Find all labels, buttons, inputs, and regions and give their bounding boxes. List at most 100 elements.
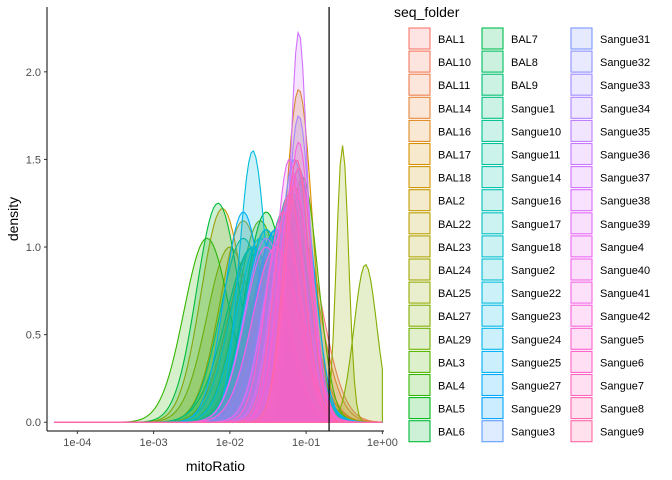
- legend-key-BAL4: [408, 373, 431, 397]
- legend-label: Sangue9: [600, 427, 644, 439]
- legend-label: Sangue34: [600, 103, 650, 115]
- y-tick-label: 2.0: [26, 67, 41, 79]
- legend-key-Sangue27: [481, 373, 504, 397]
- legend-label: BAL29: [438, 334, 471, 346]
- x-tick-label: 1e-01: [292, 437, 320, 449]
- legend-label: Sangue23: [511, 311, 561, 323]
- y-axis-title: density: [5, 197, 21, 241]
- legend-key-BAL24: [408, 258, 431, 281]
- legend-key-BAL5: [408, 397, 431, 420]
- legend-label: BAL23: [438, 242, 471, 254]
- legend-label: BAL14: [438, 103, 471, 115]
- legend-label: Sangue18: [511, 242, 561, 254]
- legend-label: Sangue3: [511, 427, 555, 439]
- legend-key-Sangue3: [481, 420, 504, 443]
- x-axis-title: mitoRatio: [186, 458, 245, 474]
- legend-key-Sangue37: [570, 166, 593, 189]
- legend-key-Sangue33: [570, 73, 593, 96]
- legend-label: Sangue22: [511, 288, 561, 300]
- legend-label: BAL24: [438, 265, 471, 277]
- legend-label: Sangue17: [511, 219, 561, 231]
- legend-label: Sangue6: [600, 357, 644, 369]
- legend-key-BAL25: [408, 281, 431, 304]
- x-tick-label: 1e-03: [140, 437, 168, 449]
- x-tick-label: 1e-02: [216, 437, 244, 449]
- legend: seq_folder BAL1 BAL10 BAL11 BAL14 BAL16 BAL17…: [394, 4, 650, 443]
- legend-label: Sangue25: [511, 357, 561, 369]
- legend-key-Sangue10: [481, 119, 504, 142]
- legend-key-BAL18: [408, 166, 431, 189]
- legend-key-Sangue39: [570, 212, 593, 235]
- legend-key-Sangue29: [481, 397, 504, 420]
- legend-key-BAL1: [408, 27, 431, 50]
- legend-label: BAL18: [438, 173, 471, 185]
- legend-key-BAL27: [408, 304, 431, 327]
- legend-label: Sangue1: [511, 103, 555, 115]
- legend-label: Sangue27: [511, 381, 561, 393]
- legend-key-BAL9: [481, 73, 504, 96]
- legend-label: Sangue40: [600, 265, 650, 277]
- legend-key-Sangue9: [570, 420, 593, 443]
- legend-key-Sangue35: [570, 119, 593, 142]
- legend-key-BAL10: [408, 50, 431, 73]
- legend-label: Sangue16: [511, 196, 561, 208]
- legend-label: BAL22: [438, 219, 471, 231]
- legend-key-Sangue16: [481, 189, 504, 212]
- legend-label: BAL16: [438, 126, 471, 138]
- legend-key-Sangue5: [570, 327, 593, 350]
- legend-label: Sangue4: [600, 242, 644, 254]
- legend-key-BAL23: [408, 235, 431, 258]
- legend-key-Sangue8: [570, 397, 593, 420]
- density-areas: [54, 30, 383, 423]
- legend-label: Sangue37: [600, 173, 650, 185]
- legend-label: Sangue36: [600, 150, 650, 162]
- legend-key-Sangue7: [570, 373, 593, 397]
- legend-label: Sangue29: [511, 404, 561, 416]
- legend-label: Sangue31: [600, 34, 650, 46]
- legend-key-BAL3: [408, 350, 431, 373]
- legend-label: BAL9: [511, 80, 538, 92]
- x-tick-label: 1e-04: [63, 437, 91, 449]
- legend-key-Sangue17: [481, 212, 504, 235]
- legend-key-Sangue41: [570, 281, 593, 304]
- legend-label: Sangue5: [600, 334, 644, 346]
- legend-label: BAL1: [438, 34, 465, 46]
- legend-label: BAL17: [438, 150, 471, 162]
- legend-label: BAL2: [438, 196, 465, 208]
- legend-label: Sangue33: [600, 80, 650, 92]
- legend-label: BAL11: [438, 80, 470, 92]
- legend-key-BAL29: [408, 327, 431, 350]
- legend-key-Sangue32: [570, 50, 593, 73]
- legend-key-Sangue42: [570, 304, 593, 327]
- legend-key-BAL6: [408, 420, 431, 443]
- legend-key-Sangue22: [481, 281, 504, 304]
- legend-label: BAL7: [511, 34, 538, 46]
- legend-key-BAL2: [408, 189, 431, 212]
- legend-key-Sangue6: [570, 350, 593, 373]
- legend-key-BAL7: [481, 27, 504, 50]
- legend-key-Sangue23: [481, 304, 504, 327]
- y-tick-label: 0.0: [26, 417, 41, 429]
- legend-key-BAL22: [408, 212, 431, 235]
- legend-label: Sangue10: [511, 126, 561, 138]
- legend-label: BAL27: [438, 311, 471, 323]
- legend-label: Sangue32: [600, 57, 650, 69]
- legend-label: Sangue2: [511, 265, 555, 277]
- legend-key-Sangue18: [481, 235, 504, 258]
- legend-label: Sangue8: [600, 404, 644, 416]
- legend-key-Sangue24: [481, 327, 504, 350]
- x-tick-label: 1e+00: [367, 437, 398, 449]
- legend-label: BAL25: [438, 288, 471, 300]
- legend-key-BAL16: [408, 119, 431, 142]
- legend-key-BAL14: [408, 96, 431, 119]
- legend-label: Sangue24: [511, 334, 561, 346]
- y-tick-label: 0.5: [26, 330, 41, 342]
- legend-label: Sangue35: [600, 126, 650, 138]
- legend-label: Sangue11: [511, 150, 560, 162]
- legend-key-Sangue14: [481, 166, 504, 189]
- legend-key-Sangue11: [481, 142, 504, 166]
- legend-label: BAL10: [438, 57, 471, 69]
- legend-key-Sangue40: [570, 258, 593, 281]
- legend-label: Sangue39: [600, 219, 650, 231]
